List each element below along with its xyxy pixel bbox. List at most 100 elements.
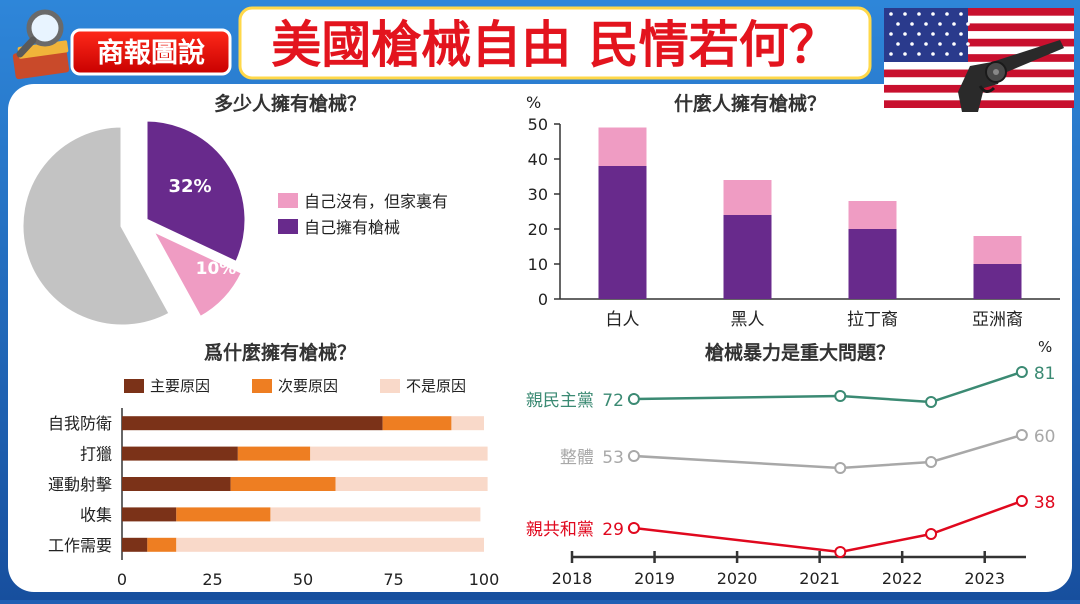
bar-y-tick-label: 50: [528, 115, 548, 134]
line-start-value-overall: 53: [602, 448, 624, 468]
hbar-x-tick-label: 100: [469, 570, 500, 589]
hbar-not: [335, 477, 488, 491]
flag-star: [938, 22, 942, 26]
line-start-value-rep: 29: [602, 520, 624, 540]
pie-slice-own: [144, 118, 248, 265]
line-point-overall: [834, 462, 847, 474]
legend-swatch-household: [278, 193, 298, 208]
flag-star: [959, 32, 963, 36]
legend-swatch-own: [278, 219, 298, 234]
flag-star: [959, 12, 963, 16]
pie-title: 多少人擁有槍械？: [214, 92, 366, 115]
pie-slice-none: [20, 124, 173, 328]
line-title: 槍械暴力是重大問題？: [705, 341, 895, 364]
line-start-value-dem: 72: [602, 391, 624, 411]
legend-own: 自己擁有槍械: [304, 218, 400, 237]
bar-y-tick-label: 20: [528, 220, 548, 239]
bar-own: [598, 166, 647, 299]
flag-star: [917, 52, 921, 56]
line-point-rep: [925, 528, 938, 540]
flag-star: [966, 42, 970, 46]
title-banner: [238, 6, 872, 80]
line-overall: [633, 433, 1023, 470]
line-x-tick-label: 2023: [964, 569, 1005, 588]
flag-star: [931, 52, 935, 56]
bar-category-label: 黑人: [731, 310, 765, 330]
line-point-dem: [627, 393, 640, 405]
hbar-category-label: 自我防衛: [48, 414, 112, 433]
flag-star: [910, 22, 914, 26]
hbar-primary: [122, 507, 177, 522]
bar-y-unit: %: [526, 93, 541, 112]
line-series-name-rep: 親共和黨: [526, 520, 594, 540]
hbar-title: 爲什麼擁有槍械？: [204, 341, 356, 364]
line-x-tick-label: 2018: [552, 569, 593, 588]
line-point-rep: [627, 522, 640, 534]
hbar-secondary: [230, 477, 336, 491]
flag-star: [959, 52, 963, 56]
flag-star: [931, 32, 935, 36]
hbar-primary: [122, 537, 148, 552]
bar-household: [598, 127, 647, 166]
line-point-rep: [1015, 495, 1028, 507]
hbar-not: [451, 416, 484, 431]
hbar-x-tick-label: 0: [117, 570, 127, 589]
line-point-overall: [1015, 429, 1028, 441]
bar-category-label: 白人: [606, 310, 640, 330]
line-point-dem: [834, 390, 847, 402]
bar-category-label: 拉丁裔: [847, 310, 898, 330]
line-point-dem: [1015, 366, 1028, 378]
hbar-category-label: 打獵: [80, 445, 112, 464]
hbar-category-label: 工作需要: [48, 536, 112, 555]
line-point-rep: [834, 546, 847, 558]
magnifier-book-icon: [12, 9, 70, 80]
bar-own: [723, 215, 772, 299]
hbar-secondary: [147, 537, 177, 552]
line-series-name-dem: 親民主黨: [526, 391, 594, 411]
bar-household: [723, 180, 772, 215]
hbar-x-tick-label: 25: [202, 570, 222, 589]
bar-title: 什麼人擁有槍械？: [674, 92, 826, 115]
pie-label-household: 10%: [196, 259, 237, 279]
line-point-dem: [925, 396, 938, 408]
line-x-tick-label: 2021: [799, 569, 840, 588]
flag-star: [952, 42, 956, 46]
hbar-legend-not: 不是原因: [406, 377, 466, 395]
hbar-not: [270, 507, 481, 522]
hbar-secondary: [176, 507, 271, 522]
hbar-legend-secondary: 次要原因: [278, 377, 338, 395]
who-owns-bar-chart: 什麼人擁有槍械？ % 0 10 20 30 40 50 白人 黑人 拉丁裔 亞洲裔: [526, 92, 1060, 330]
flag-star: [889, 52, 893, 56]
ownership-pie-chart: 多少人擁有槍械？ 32% 10% 自己沒有，但家裏有 自己擁有槍械: [20, 92, 448, 328]
line-point-overall: [925, 456, 938, 468]
flag-star: [917, 12, 921, 16]
hbar-category-label: 運動射擊: [48, 475, 112, 494]
hbar-secondary: [237, 446, 311, 461]
line-point-overall: [627, 450, 640, 462]
bar-y-tick-label: 30: [528, 185, 548, 204]
hbar-primary: [122, 477, 231, 491]
bar-own: [973, 264, 1022, 299]
hbar-not: [176, 537, 485, 552]
flag-star: [945, 32, 949, 36]
hbar-legend-primary: 主要原因: [150, 377, 210, 395]
flag-star: [938, 42, 942, 46]
page-title: 美國槍械自由 民情若何？: [271, 16, 838, 74]
flag-star: [924, 22, 928, 26]
hbar-primary: [122, 446, 238, 461]
hbar-secondary: [382, 416, 452, 431]
line-rep: [633, 499, 1023, 554]
line-series-name-overall: 整體: [560, 448, 594, 468]
flag-star: [952, 22, 956, 26]
bar-y-tick-label: 40: [528, 150, 548, 169]
flag-star: [896, 42, 900, 46]
bar-y-tick-label: 10: [528, 255, 548, 274]
brand-badge: [70, 28, 232, 76]
bar-category-label: 亞洲裔: [972, 310, 1023, 330]
pie-label-own: 32%: [168, 176, 211, 197]
hbar-category-label: 收集: [80, 505, 112, 524]
line-x-tick-label: 2020: [717, 569, 758, 588]
flag-star: [903, 52, 907, 56]
